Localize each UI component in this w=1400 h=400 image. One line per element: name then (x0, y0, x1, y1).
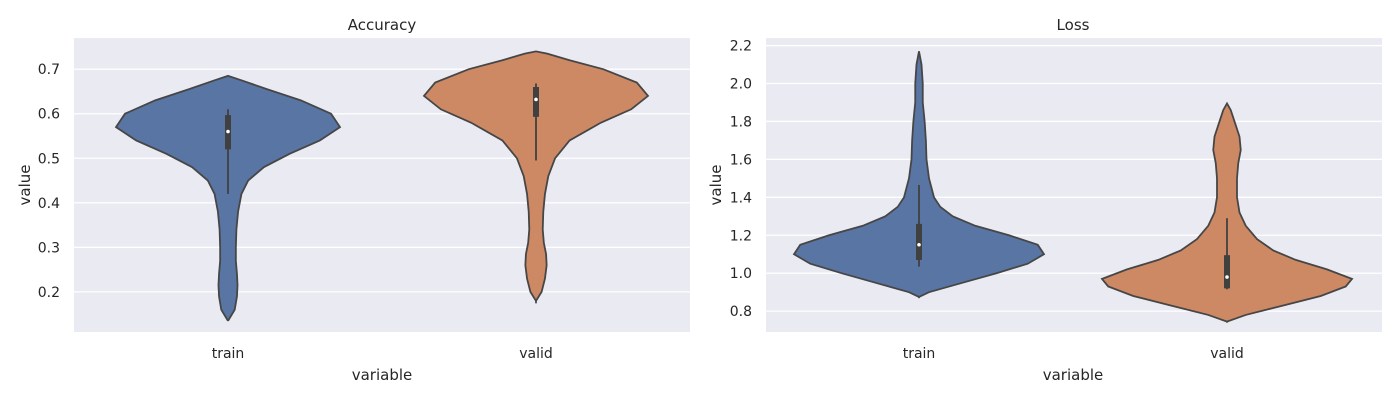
loss-y-ticks: 0.8 1.0 1.2 1.4 1.6 1.8 2.0 2.2 (730, 39, 752, 321)
loss-y-tick-label: 1.6 (730, 152, 752, 168)
loss-y-tick-label: 2.0 (730, 77, 752, 93)
loss-y-tick-label: 1.4 (730, 190, 752, 206)
loss-violin-train (792, 51, 1046, 298)
accuracy-x-axis-label: variable (352, 366, 413, 384)
accuracy-x-tick-valid: valid (519, 346, 553, 362)
loss-panel: 0.8 1.0 1.2 1.4 1.6 1.8 2.0 2.2 Loss train vali… (707, 16, 1382, 384)
loss-median-valid (1225, 275, 1229, 279)
accuracy-y-tick-label: 0.7 (38, 62, 60, 78)
loss-y-tick-label: 1.2 (730, 228, 752, 244)
accuracy-y-tick-label: 0.4 (38, 196, 60, 212)
loss-violins (792, 51, 1354, 323)
loss-y-tick-label: 2.2 (730, 39, 752, 55)
accuracy-y-ticks: 0.2 0.3 0.4 0.5 0.6 0.7 (38, 62, 60, 301)
loss-chart-title: Loss (1057, 16, 1090, 34)
loss-x-axis-label: variable (1043, 366, 1104, 384)
loss-x-tick-valid: valid (1210, 346, 1244, 362)
accuracy-median-train (226, 129, 230, 134)
loss-y-axis-label: value (707, 165, 725, 206)
accuracy-panel: 0.20.30.40.50.60.7 Accuracy train valid … (16, 16, 690, 384)
accuracy-y-tick-label: 0.5 (38, 151, 60, 167)
loss-x-tick-train: train (903, 346, 936, 362)
accuracy-y-tick-label: 0.6 (38, 107, 60, 123)
accuracy-violin-train (114, 74, 342, 322)
accuracy-violin-valid (422, 50, 650, 304)
accuracy-x-tick-train: train (212, 346, 245, 362)
loss-y-tick-label: 1.0 (730, 266, 752, 282)
loss-y-tick-label: 1.8 (730, 114, 752, 130)
accuracy-median-valid (534, 97, 538, 102)
loss-median-train (917, 242, 921, 247)
accuracy-y-tick-label: 0.2 (38, 285, 60, 301)
loss-violin-valid (1100, 101, 1354, 323)
accuracy-y-axis-label: value (16, 165, 34, 206)
accuracy-y-tick-label: 0.3 (38, 240, 60, 256)
accuracy-violins (114, 50, 650, 322)
loss-y-tick-label: 0.8 (730, 304, 752, 320)
accuracy-chart-title: Accuracy (348, 16, 417, 34)
